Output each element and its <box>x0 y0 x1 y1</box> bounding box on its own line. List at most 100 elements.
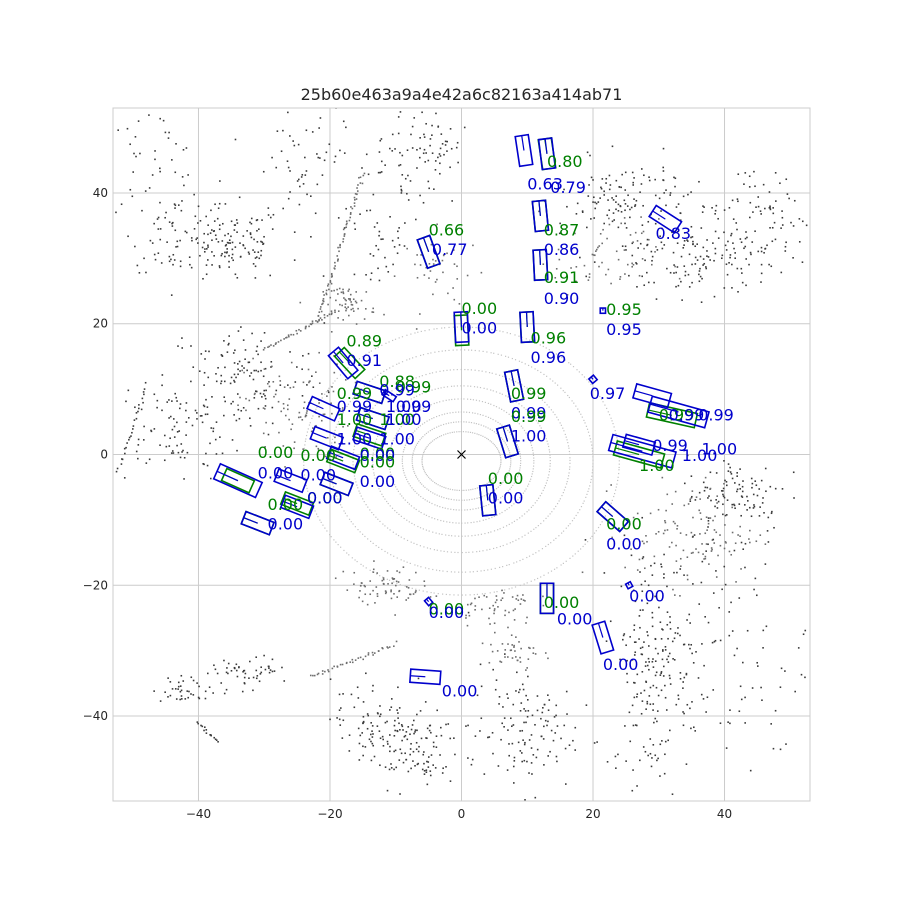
lidar-point <box>401 724 403 726</box>
ring-point <box>449 399 450 400</box>
lidar-point <box>492 651 494 653</box>
ring-point <box>402 456 403 457</box>
lidar-point <box>152 242 154 244</box>
ring-point <box>592 450 593 451</box>
ring-point <box>454 489 455 490</box>
ring-point <box>592 456 593 457</box>
ring-point <box>495 446 496 447</box>
ring-point <box>532 447 533 448</box>
lidar-point <box>640 243 642 245</box>
ring-point <box>559 500 560 501</box>
lidar-point <box>215 668 217 670</box>
ring-point <box>566 528 567 529</box>
lidar-point <box>331 275 333 277</box>
lidar-point <box>772 207 774 209</box>
ring-point <box>547 477 548 478</box>
lidar-point <box>660 563 662 565</box>
lidar-point <box>181 698 183 700</box>
ring-point <box>487 569 488 570</box>
lidar-point <box>234 374 236 376</box>
ring-point <box>436 570 437 571</box>
lidar-point <box>176 445 178 447</box>
lidar-point <box>492 732 494 734</box>
ring-point <box>413 453 414 454</box>
lidar-point <box>210 478 212 480</box>
lidar-point <box>271 361 273 363</box>
lidar-point <box>689 708 691 710</box>
ring-point <box>442 414 443 415</box>
lidar-point <box>594 261 596 263</box>
lidar-point <box>629 741 631 743</box>
lidar-point <box>514 619 516 621</box>
ring-point <box>506 509 507 510</box>
lidar-point <box>154 254 156 256</box>
lidar-point <box>694 245 696 247</box>
lidar-point <box>385 722 387 724</box>
lidar-point <box>596 249 598 251</box>
lidar-point <box>382 238 384 240</box>
ring-point <box>436 402 437 403</box>
ring-point <box>464 500 465 501</box>
ring-point <box>510 333 511 334</box>
lidar-point <box>669 675 671 677</box>
ring-point <box>490 592 491 593</box>
ring-point <box>442 350 443 351</box>
ring-point <box>322 397 323 398</box>
lidar-point <box>439 173 441 175</box>
ring-point <box>561 495 562 496</box>
lidar-point <box>186 421 188 423</box>
lidar-point <box>202 278 204 280</box>
ground-truth-score-label: 0.66 <box>429 220 465 239</box>
lidar-point <box>213 428 215 430</box>
ring-point <box>470 594 471 595</box>
lidar-point <box>609 189 611 191</box>
lidar-point <box>676 206 678 208</box>
lidar-point <box>442 272 444 274</box>
lidar-point <box>630 234 632 236</box>
ground-truth-score-label: 0.96 <box>531 328 567 347</box>
ring-point <box>616 437 617 438</box>
lidar-point <box>638 638 640 640</box>
lidar-point <box>350 294 352 296</box>
ring-point <box>458 594 459 595</box>
lidar-point <box>682 687 684 689</box>
lidar-point <box>204 358 206 360</box>
ring-point <box>560 388 561 389</box>
lidar-point <box>263 655 265 657</box>
lidar-point <box>430 775 432 777</box>
lidar-point <box>413 720 415 722</box>
lidar-point <box>335 156 337 158</box>
ring-point <box>477 594 478 595</box>
lidar-point <box>360 182 362 184</box>
lidar-point <box>437 126 439 128</box>
lidar-point <box>734 550 736 552</box>
lidar-point <box>410 134 412 136</box>
lidar-point <box>334 262 336 264</box>
ring-point <box>567 442 568 443</box>
lidar-point <box>710 488 712 490</box>
lidar-point <box>588 279 590 281</box>
ring-point <box>526 557 527 558</box>
lidar-point <box>640 647 642 649</box>
ring-point <box>461 572 462 573</box>
lidar-point <box>735 581 737 583</box>
lidar-point <box>361 300 363 302</box>
ring-point <box>497 449 498 450</box>
ring-point <box>389 580 390 581</box>
ground-truth-score-label: 0.89 <box>346 332 382 351</box>
ring-point <box>426 515 427 516</box>
lidar-point <box>178 204 180 206</box>
lidar-point <box>701 301 703 303</box>
ring-point <box>404 475 405 476</box>
lidar-point <box>676 528 678 530</box>
lidar-point <box>746 496 748 498</box>
lidar-point <box>271 157 273 159</box>
ring-point <box>536 500 537 501</box>
ring-point <box>483 520 484 521</box>
ring-point <box>549 455 550 456</box>
ring-point <box>549 406 550 407</box>
lidar-point <box>724 209 726 211</box>
lidar-point <box>636 286 638 288</box>
lidar-point <box>168 445 170 447</box>
lidar-point <box>610 283 612 285</box>
